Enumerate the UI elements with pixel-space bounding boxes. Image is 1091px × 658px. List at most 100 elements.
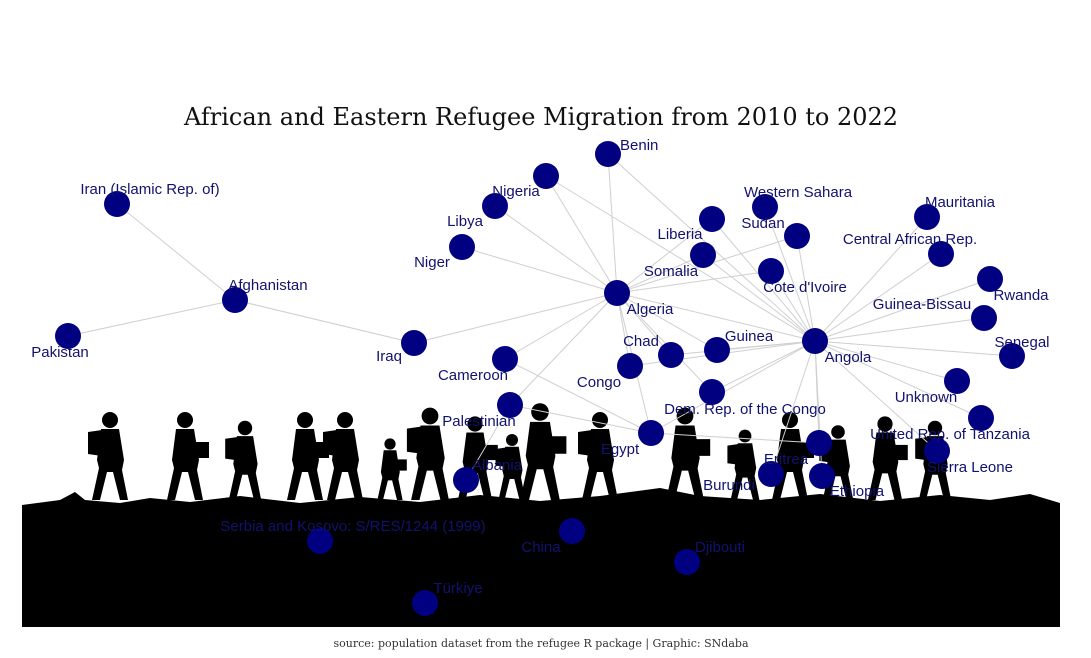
edge-burundi-angola — [770, 340, 816, 475]
node-layer — [55, 141, 1025, 616]
node-label-egypt: Egypt — [601, 441, 640, 458]
node-label-burundi: Burundi — [703, 477, 755, 494]
node-djibouti — [674, 549, 700, 575]
node-chad — [658, 342, 684, 368]
node-serbia-kosovo — [307, 528, 333, 554]
edge-afghanistan-iraq — [234, 299, 415, 344]
edge-sierra-leone-angola — [814, 340, 938, 452]
node-label-china: China — [521, 539, 561, 556]
edge-chad-algeria — [616, 292, 672, 356]
edge-algeria-angola — [616, 292, 816, 342]
node-label-palestinian: Palestinian — [442, 413, 515, 430]
node-guinea-bissau — [971, 305, 997, 331]
node-turkiye — [412, 590, 438, 616]
node-label-central-african-rep: Central African Rep. — [843, 231, 977, 248]
walking-figure-silhouette — [495, 434, 526, 500]
node-label-liberia: Liberia — [657, 226, 703, 243]
edge-western-sahara-angola — [764, 206, 816, 342]
node-label-benin: Benin — [620, 137, 658, 154]
node-label-pakistan: Pakistan — [31, 344, 89, 361]
node-label-turkiye: Türkiye — [433, 580, 482, 597]
node-label-cameroon: Cameroon — [438, 367, 508, 384]
edge-palestinian-algeria — [509, 292, 618, 406]
node-cameroon — [492, 346, 518, 372]
edge-cote-divoire-angola — [770, 270, 816, 342]
node-senegal — [999, 343, 1025, 369]
walking-figure-silhouette — [323, 412, 363, 500]
edge-libya-algeria — [494, 205, 618, 294]
node-label-dem-rep-congo: Dem. Rep. of the Congo — [664, 401, 826, 418]
edge-benin-algeria — [607, 153, 618, 294]
node-cote-divoire — [758, 258, 784, 284]
node-label-somalia: Somalia — [644, 263, 699, 280]
edge-egypt-angola — [650, 340, 816, 434]
node-western-sahara — [752, 194, 778, 220]
node-nigeria — [533, 163, 559, 189]
node-label-mauritania: Mauritania — [925, 194, 996, 211]
edge-liberia-algeria — [616, 218, 713, 294]
silhouette-ground — [22, 488, 1060, 627]
edge-palestinian-egypt — [509, 404, 652, 434]
node-burundi — [758, 461, 784, 487]
walking-figure-silhouette — [167, 412, 209, 500]
node-afghanistan — [222, 287, 248, 313]
edge-nigeria-angola — [545, 175, 816, 342]
edge-tanzania-angola — [814, 340, 982, 419]
edge-pakistan-afghanistan — [67, 299, 236, 337]
walking-figure-silhouette — [666, 407, 711, 500]
node-label-unknown: Unknown — [895, 389, 958, 406]
node-dem-rep-congo — [699, 379, 725, 405]
node-label-afghanistan: Afghanistan — [228, 277, 307, 294]
edge-sudan-angola — [796, 235, 816, 342]
walking-figure-silhouette — [867, 416, 908, 500]
node-china — [559, 518, 585, 544]
node-egypt — [638, 420, 664, 446]
node-label-ethiopia: Ethiopia — [830, 483, 885, 500]
node-label-guinea-bissau: Guinea-Bissau — [873, 296, 971, 313]
walking-figure-silhouette — [377, 438, 407, 500]
walking-figure-silhouette — [225, 420, 262, 500]
node-albania — [453, 467, 479, 493]
node-label-congo: Congo — [577, 374, 621, 391]
edge-cameroon-algeria — [504, 292, 618, 360]
node-label-angola: Angola — [825, 349, 872, 366]
node-label-sudan: Sudan — [741, 215, 784, 232]
node-sierra-leone — [924, 438, 950, 464]
edge-guinea-algeria — [616, 292, 718, 351]
node-rwanda — [977, 266, 1003, 292]
node-label-senegal: Senegal — [994, 334, 1049, 351]
node-iran — [104, 191, 130, 217]
edge-somalia-angola — [702, 254, 816, 342]
node-angola — [802, 328, 828, 354]
node-tanzania — [968, 405, 994, 431]
node-mauritania — [914, 204, 940, 230]
node-label-sierra-leone: Sierra Leone — [927, 459, 1013, 476]
node-label-algeria: Algeria — [627, 301, 674, 318]
walking-figure-silhouette — [578, 412, 618, 500]
node-label-eritrea: Eritrea — [764, 451, 809, 468]
node-ethiopia — [809, 463, 835, 489]
node-label-iran: Iran (Islamic Rep. of) — [80, 181, 219, 198]
node-label-rwanda: Rwanda — [993, 287, 1049, 304]
node-guinea — [704, 337, 730, 363]
node-label-western-sahara: Western Sahara — [744, 184, 853, 201]
edge-eritrea-egypt — [650, 432, 820, 444]
node-benin — [595, 141, 621, 167]
node-label-djibouti: Djibouti — [695, 539, 745, 556]
walking-figure-silhouette — [287, 412, 329, 500]
edge-iran-afghanistan — [116, 203, 236, 301]
edge-niger-algeria — [461, 246, 618, 294]
edge-rwanda-angola — [814, 278, 991, 342]
walking-figure-silhouette — [520, 403, 567, 500]
node-somalia — [690, 242, 716, 268]
walking-figure-silhouette — [406, 407, 449, 500]
node-sudan — [784, 223, 810, 249]
node-pakistan — [55, 323, 81, 349]
node-label-iraq: Iraq — [376, 348, 402, 365]
node-label-guinea: Guinea — [725, 328, 774, 345]
walking-figure-silhouette — [88, 412, 128, 500]
edge-somalia-algeria — [616, 254, 704, 294]
node-label-libya: Libya — [447, 213, 484, 230]
node-libya — [482, 193, 508, 219]
node-label-nigeria: Nigeria — [492, 183, 540, 200]
